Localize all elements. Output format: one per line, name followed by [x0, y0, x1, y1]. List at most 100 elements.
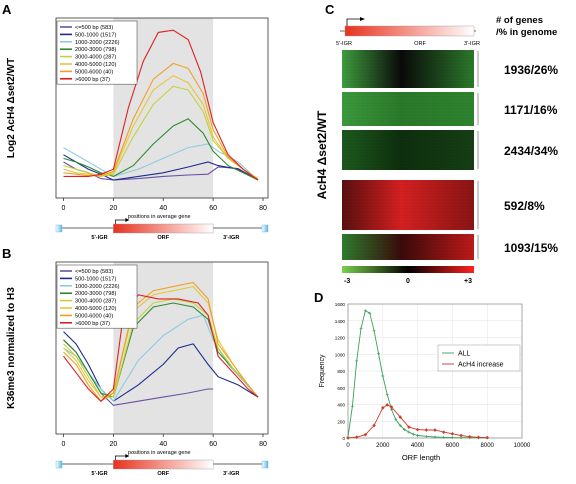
panel-d-legend-label-2: AcH4 increase: [458, 362, 504, 369]
panel-d-point-2: [459, 433, 463, 438]
panel-letter-b: B: [2, 246, 12, 261]
panel-a-series-line-4: [63, 118, 259, 181]
panel-d-point-1: [442, 435, 446, 439]
panel-a-legend-label-7: 5000-6000 (40): [75, 69, 113, 75]
panel-c-cluster-block-3: [342, 130, 474, 170]
panel-d-xtick-label-6000: 6000: [446, 443, 460, 449]
panel-d-point-2: [415, 427, 420, 432]
panel-a-series-line-6: [63, 74, 259, 180]
panel-c-cluster-label-5: 1093/15%: [504, 241, 558, 255]
panel-d-point-2: [450, 432, 455, 436]
panel-a-xtick-label-0: 0: [62, 205, 66, 212]
panel-d-xtick-label-4000: 4000: [411, 443, 425, 449]
panel-letter-c: C: [325, 2, 335, 17]
panel-a-legend-label-1: <=500 bp (583): [75, 25, 113, 31]
panel-d-point-1: [407, 430, 411, 434]
panel-d-point-1: [376, 351, 380, 355]
panel-a-right-blue-block: [261, 224, 269, 233]
panel-b-orf-label: ORF: [157, 471, 169, 477]
panel-b-legend-label-3: 1000-2000 (2226): [75, 284, 120, 290]
panel-b-y-axis-label: K36me3 normalized to H3: [6, 287, 17, 409]
panel-c-header-line1: # of genes: [496, 15, 543, 26]
panel-c-colorbar-min: -3: [344, 278, 350, 285]
panel-d-point-2: [363, 432, 368, 437]
panel-a-legend-label-3: 1000-2000 (2226): [75, 40, 120, 46]
panel-a-right-igr-label: 3'-IGR: [223, 235, 239, 241]
panel-a-legend-label-2: 500-1000 (1517): [75, 32, 117, 38]
panel-d-point-1: [416, 433, 420, 437]
panel-c-cluster-block-4: [342, 180, 474, 230]
panel-d-point-1: [403, 428, 407, 432]
panel-d-point-2: [441, 430, 446, 434]
panel-d-xtick-label-2000: 2000: [376, 443, 390, 449]
panel-d-point-1: [363, 309, 367, 313]
panel-letter-a: A: [2, 2, 12, 17]
panel-a-tss-arrowhead: [125, 218, 130, 222]
panel-d-point-2: [485, 435, 489, 440]
panel-a-orf-label: ORF: [157, 235, 169, 241]
panel-d-ytick-label-200: 200: [337, 419, 345, 424]
panel-d-ytick-label-400: 400: [337, 403, 345, 408]
panel-c-cluster-block-1: [342, 50, 474, 88]
panel-d-point-1: [350, 404, 354, 408]
panel-d-point-2: [433, 428, 437, 432]
panel-c-colorbar-max: +3: [464, 278, 472, 285]
panel-d-point-2: [468, 434, 472, 439]
panel-b-series-line-8: [63, 294, 259, 402]
panel-b-tss-arrowhead: [125, 454, 130, 458]
panel-b-xtick-label-20: 20: [109, 441, 117, 448]
panel-d-point-1: [372, 329, 376, 333]
panel-d-point-2: [372, 423, 376, 428]
panel-b-left-blue-block: [55, 460, 63, 469]
panel-b-tss-arrow: [115, 455, 128, 460]
panel-c-cluster-label-3: 2434/34%: [504, 144, 558, 158]
panel-b-legend-label-7: 5000-6000 (40): [75, 313, 113, 319]
panel-d-point-1: [394, 418, 398, 422]
panel-b-orf-box: [113, 459, 214, 470]
panel-b-legend-label-6: 4000-5000 (120): [75, 306, 117, 312]
panel-c-cluster-label-4: 592/8%: [504, 199, 545, 213]
panel-c-y-axis-label: AcH4 Δset2/WT: [315, 110, 329, 199]
panel-a-x-caption: positions in average gene: [128, 214, 191, 220]
panel-c-right-igr-label: 3'-IGR: [464, 41, 480, 47]
panel-c-cluster-label-2: 1171/16%: [504, 103, 558, 117]
panel-d-point-1: [411, 432, 415, 436]
panel-b-plot-frame: [55, 261, 269, 435]
panel-d-ytick-label-800: 800: [337, 369, 345, 374]
panel-d-xtick-label-0: 0: [346, 443, 350, 449]
panel-c-heatmap: 5'-IGR ORF 3'-IGR # of genes/% in genome 193…: [315, 15, 558, 285]
panel-a-chart: 0 20 40 60 80 positions in average gene Log2 A…: [6, 17, 269, 241]
panel-b-x-caption: positions in average gene: [128, 450, 191, 456]
panel-b-series-line-5: [63, 298, 259, 398]
panel-a-legend-label-8: >6000 bp (37): [75, 77, 110, 83]
panel-b-series-line-2: [63, 331, 259, 402]
panel-a-series-line-8: [63, 29, 259, 181]
panel-d-xtick-label-8000: 8000: [481, 443, 495, 449]
panel-d-ytick-label-1600: 1600: [335, 302, 346, 307]
panel-d-point-1: [359, 326, 363, 330]
panel-d-y-axis-label: Frequency: [319, 354, 326, 388]
panel-a-legend-box: [56, 20, 138, 85]
panel-d-ytick-label-1000: 1000: [335, 352, 346, 357]
panel-d-point-1: [433, 435, 437, 439]
panel-a-legend-label-4: 2000-3000 (798): [75, 47, 117, 53]
panel-d-x-axis-label: ORF length: [402, 453, 440, 462]
panel-d-point-1: [398, 423, 402, 427]
panel-d-point-2: [346, 436, 350, 440]
panel-b-legend-label-1: <=500 bp (583): [75, 269, 113, 275]
panel-b-xtick-label-40: 40: [159, 441, 167, 448]
panel-b-right-igr-label: 3'-IGR: [223, 471, 239, 477]
panel-b-series-line-7: [63, 281, 259, 402]
panel-b-legend-label-4: 2000-3000 (798): [75, 291, 117, 297]
panel-a-legend-label-5: 3000-4000 (287): [75, 55, 117, 61]
panel-c-orf-box: [344, 25, 475, 37]
panel-a-xtick-label-20: 20: [109, 205, 117, 212]
panel-d-ytick-label-600: 600: [337, 386, 345, 391]
panel-d-point-1: [381, 374, 385, 378]
panel-d-point-1: [424, 434, 428, 438]
panel-c-colorbar-mid: 0: [406, 278, 410, 285]
panel-c-tss-arrowhead: [360, 17, 365, 21]
panel-b-legend-label-2: 500-1000 (1517): [75, 276, 117, 282]
panel-c-orf-label: ORF: [414, 41, 426, 47]
panel-a-series-line-2: [63, 154, 259, 181]
